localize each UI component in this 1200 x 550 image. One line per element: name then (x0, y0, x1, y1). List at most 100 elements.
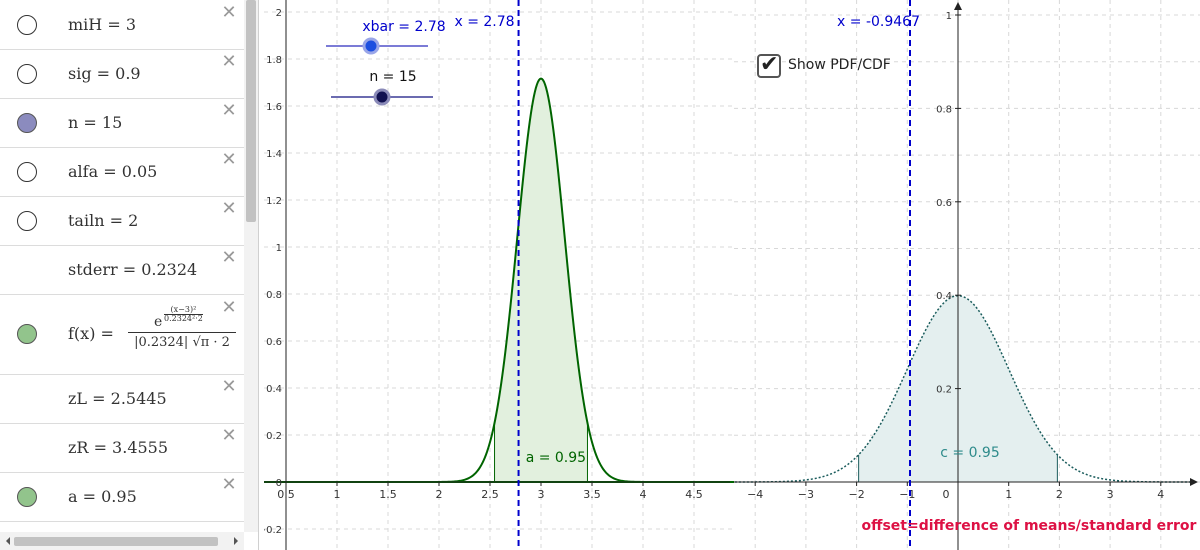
x-tick-label: −4 (747, 488, 763, 501)
visibility-toggle[interactable] (17, 324, 37, 344)
slider-xbar-handle[interactable] (362, 37, 380, 55)
close-icon[interactable]: ✕ (221, 425, 237, 446)
vertical-scrollbar-thumb[interactable] (246, 0, 256, 222)
algebra-row[interactable]: n = 15 ✕ (0, 98, 244, 148)
y-tick-label: 0.2 (936, 385, 952, 396)
formula-exponent: (x−3)² 0.2324²·2 (164, 306, 203, 323)
y-tick-label: 0.4 (936, 291, 952, 302)
algebra-row[interactable]: sig = 0.9 ✕ (0, 49, 244, 99)
slider-n-handle[interactable] (373, 88, 391, 106)
show-pdf-cdf-label[interactable]: Show PDF/CDF (788, 57, 891, 73)
close-icon[interactable]: ✕ (221, 51, 237, 72)
algebra-view: miH = 3 ✕ sig = 0.9 ✕ n = 15 ✕ alfa = 0.05 ✕ tai… (0, 0, 259, 550)
algebra-row[interactable]: tailn = 2 ✕ (0, 196, 244, 246)
formula-exp-den: 0.2324²·2 (164, 314, 203, 323)
algebra-row[interactable]: miH = 3 ✕ (0, 0, 244, 50)
graphics-view-2[interactable]: −4 −3 −2 −1 0 1 2 3 4 0.2 0.4 0.6 0.8 1 x = -0.9467 c … (734, 0, 1200, 550)
left-axes (264, 0, 730, 550)
y-tick-label: 1.8 (266, 55, 282, 66)
slider-xbar-label: xbar = 2.78 (362, 19, 445, 35)
slider-n-label: n = 15 (369, 69, 416, 85)
algebra-row[interactable]: stderr = 0.2324 ✕ (0, 245, 244, 295)
close-icon[interactable]: ✕ (221, 198, 237, 219)
visibility-toggle[interactable] (17, 161, 37, 182)
left-area (264, 77, 734, 483)
formula-exp-num: (x−3)² (170, 305, 197, 314)
y-tick-label: −0.2 (264, 525, 282, 536)
y-tick-label: 0.2 (266, 431, 282, 442)
x-tick-label: 1.5 (379, 488, 397, 501)
algebra-row-label: alfa = 0.05 (68, 161, 158, 181)
algebra-row-label: miH = 3 (68, 14, 136, 34)
show-pdf-cdf-checkbox[interactable]: ✔ (757, 52, 781, 78)
right-ticks: −4 −3 −2 −1 0 1 2 3 4 0.2 0.4 0.6 0.8 1 (747, 11, 1164, 501)
right-axes (734, 2, 1198, 550)
standard-normal-curve[interactable] (734, 294, 1192, 483)
close-icon[interactable]: ✕ (221, 149, 237, 170)
formula-e: e (154, 314, 163, 330)
vertical-scrollbar[interactable] (244, 0, 258, 532)
x-tick-label: −1 (899, 488, 915, 501)
algebra-row-label: zL = 2.5445 (68, 388, 167, 408)
left-ticks: 0.5 1 1.5 2 2.5 3 3.5 4 4.5 −0.2 0 0.2 0.4 0.6 0.8 1 1.2… (264, 8, 703, 536)
left-labels: x = 2.78 a = 0.95 (454, 14, 586, 466)
y-tick-label: 0.8 (936, 104, 952, 115)
y-axis-arrow-icon (954, 2, 962, 10)
formula-denominator: |0.2324| √π · 2 (134, 335, 230, 350)
y-tick-label: 1.6 (266, 102, 282, 113)
left-sliders[interactable]: xbar = 2.78 n = 15 (326, 19, 446, 106)
x-tick-label: 3 (1107, 488, 1114, 501)
graphics-view-1[interactable]: 0.5 1 1.5 2 2.5 3 3.5 4 4.5 −0.2 0 0.2 0.4 0.6 0.8 1 1.2… (264, 0, 734, 550)
visibility-toggle[interactable] (17, 63, 37, 84)
y-tick-label: 0.6 (266, 337, 282, 348)
y-tick-label: 1 (276, 243, 282, 254)
offset-line-label: x = -0.9467 (837, 14, 920, 30)
close-icon[interactable]: ✕ (221, 100, 237, 121)
algebra-row[interactable]: a = 0.95 ✕ (0, 472, 244, 522)
algebra-row-label: a = 0.95 (68, 486, 137, 506)
shaded-area (494, 78, 588, 482)
x-tick-label: 1 (334, 488, 341, 501)
scroll-right-icon[interactable] (234, 537, 238, 545)
algebra-row[interactable]: alfa = 0.05 ✕ (0, 147, 244, 197)
y-tick-label: 0.8 (266, 290, 282, 301)
close-icon[interactable]: ✕ (221, 297, 237, 318)
algebra-row-label: sig = 0.9 (68, 63, 141, 83)
close-icon[interactable]: ✕ (221, 376, 237, 397)
horizontal-scrollbar-thumb[interactable] (14, 537, 218, 546)
algebra-row-label: n = 15 (68, 112, 123, 132)
algebra-row[interactable]: zR = 3.4555 ✕ (0, 423, 244, 473)
visibility-toggle[interactable] (17, 112, 37, 133)
x-axis-arrow-icon (1190, 478, 1198, 486)
offset-caption: offset=difference of means/standard erro… (861, 518, 1196, 534)
close-icon[interactable]: ✕ (221, 2, 237, 23)
close-icon[interactable]: ✕ (221, 247, 237, 268)
visibility-toggle[interactable] (17, 210, 37, 231)
horizontal-scrollbar[interactable] (0, 532, 244, 550)
y-tick-label: 1.4 (266, 149, 282, 160)
close-icon[interactable]: ✕ (221, 474, 237, 495)
x-tick-label: −2 (848, 488, 864, 501)
visibility-toggle[interactable] (17, 486, 37, 507)
formula-bar (128, 332, 236, 333)
algebra-row[interactable]: zL = 2.5445 ✕ (0, 374, 244, 424)
scroll-left-icon[interactable] (6, 537, 10, 545)
checkmark-icon: ✔ (760, 52, 779, 77)
x-tick-label: 3 (538, 488, 545, 501)
y-tick-label: 0.4 (266, 384, 282, 395)
algebra-row-label: stderr = 0.2324 (68, 259, 198, 279)
y-tick-label: 0 (276, 478, 282, 489)
x-tick-label: 0.5 (277, 488, 295, 501)
algebra-row-label: tailn = 2 (68, 210, 139, 230)
algebra-row-label: f(x) = (68, 324, 114, 343)
y-tick-label: 1 (946, 11, 952, 22)
x-tick-label: 3.5 (583, 488, 601, 501)
algebra-row[interactable]: f(x) = e (x−3)² 0.2324²·2 |0.2324| √π · 2 ✕ (0, 294, 244, 375)
area-label: c = 0.95 (940, 445, 1000, 461)
formula-fraction: e (x−3)² 0.2324²·2 |0.2324| √π · 2 (126, 306, 238, 350)
x-tick-label: 2 (436, 488, 443, 501)
visibility-toggle[interactable] (17, 14, 37, 35)
x-tick-label: 4 (640, 488, 647, 501)
x-tick-label: 4.5 (685, 488, 703, 501)
y-tick-label: 0.6 (936, 198, 952, 209)
